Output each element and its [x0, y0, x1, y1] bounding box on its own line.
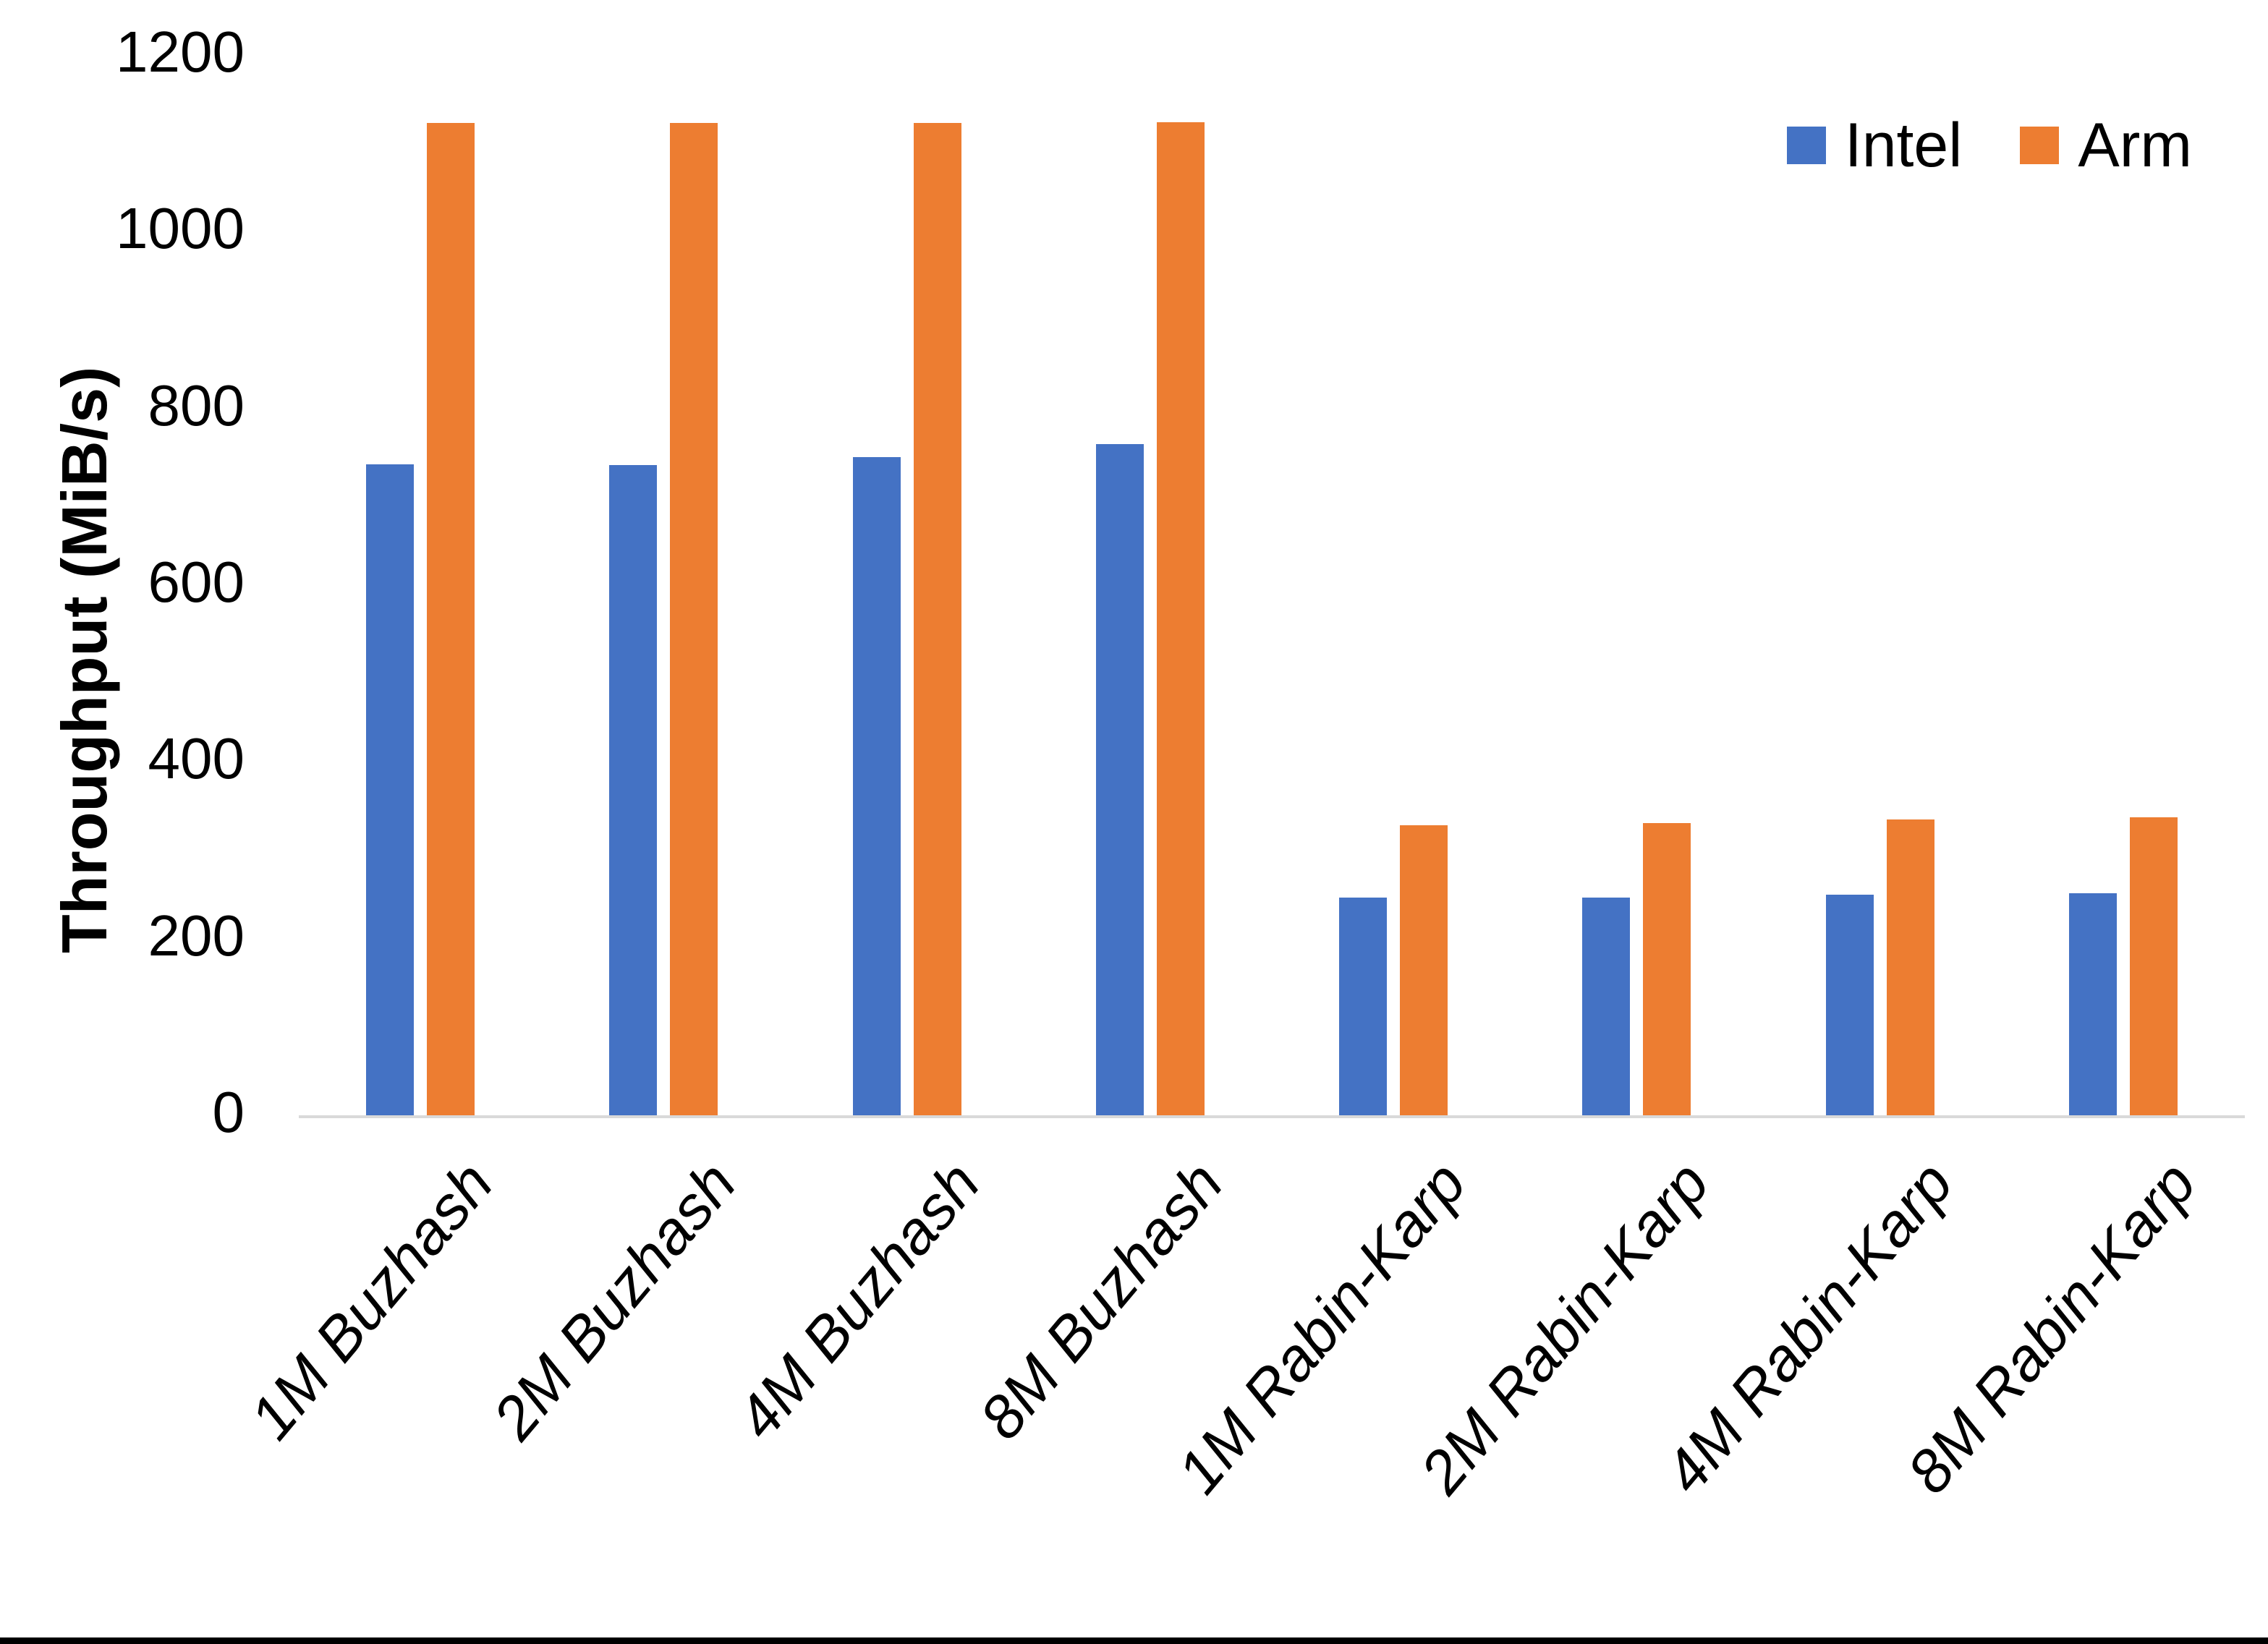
- legend-swatch-intel: [1786, 127, 1826, 164]
- x-category-label-1m-buzhash: 1M Buzhash: [237, 1149, 506, 1452]
- bar-group-1m-rabin-karp: [1272, 55, 1515, 1115]
- x-category-label-4m-buzhash: 4M Buzhash: [723, 1149, 993, 1452]
- y-tick-label-1200: 1200: [116, 20, 245, 84]
- bar-intel-2m-rabin-karp: [1582, 898, 1631, 1115]
- bottom-border: [0, 1637, 2268, 1644]
- bar-arm-1m-rabin-karp: [1400, 825, 1448, 1115]
- bar-arm-2m-rabin-karp: [1643, 822, 1691, 1115]
- x-category-label-8m-rabin-karp: 8M Rabin-Karp: [1893, 1149, 2209, 1506]
- legend-item-intel: Intel: [1786, 111, 1963, 180]
- bar-intel-1m-rabin-karp: [1339, 898, 1388, 1115]
- x-category-label-1m-rabin-karp: 1M Rabin-Karp: [1164, 1149, 1479, 1506]
- bar-group-8m-buzhash: [1029, 55, 1272, 1115]
- y-tick-label-800: 800: [148, 372, 245, 438]
- x-category-label-2m-rabin-karp: 2M Rabin-Karp: [1407, 1149, 1723, 1506]
- bar-intel-2m-buzhash: [609, 464, 658, 1115]
- bar-arm-8m-buzhash: [1156, 122, 1205, 1115]
- bar-group-2m-rabin-karp: [1515, 55, 1758, 1115]
- bar-group-8m-rabin-karp: [2002, 55, 2245, 1115]
- y-tick-label-400: 400: [148, 726, 245, 791]
- x-category-label-4m-rabin-karp: 4M Rabin-Karp: [1650, 1149, 1966, 1506]
- bar-intel-4m-buzhash: [852, 456, 901, 1115]
- x-category-label-2m-buzhash: 2M Buzhash: [480, 1149, 749, 1452]
- x-category-label-8m-buzhash: 8M Buzhash: [966, 1149, 1236, 1452]
- bar-arm-4m-buzhash: [913, 123, 961, 1115]
- y-tick-label-1000: 1000: [116, 196, 245, 261]
- y-tick-label-600: 600: [148, 550, 245, 614]
- bar-arm-2m-buzhash: [670, 123, 718, 1115]
- plot-area: [299, 55, 2245, 1118]
- bar-arm-4m-rabin-karp: [1886, 819, 1934, 1115]
- bar-arm-8m-rabin-karp: [2129, 817, 2178, 1115]
- y-tick-label-200: 200: [148, 903, 245, 968]
- y-axis-tick-labels: 0 200 400 600 800 1000 1200: [0, 0, 245, 1644]
- legend: Intel Arm: [1786, 111, 2192, 180]
- bar-intel-8m-buzhash: [1095, 443, 1144, 1115]
- bar-groups: [299, 55, 2245, 1115]
- y-tick-label-0: 0: [212, 1080, 245, 1144]
- bar-arm-1m-buzhash: [427, 123, 475, 1115]
- bar-group-2m-buzhash: [542, 55, 785, 1115]
- bar-intel-1m-buzhash: [366, 464, 415, 1115]
- legend-swatch-arm: [2020, 127, 2060, 164]
- legend-label-arm: Arm: [2078, 111, 2192, 180]
- bar-group-4m-rabin-karp: [1759, 55, 2002, 1115]
- legend-item-arm: Arm: [2020, 114, 2192, 176]
- bar-group-1m-buzhash: [299, 55, 542, 1115]
- bar-intel-8m-rabin-karp: [2068, 893, 2117, 1115]
- bar-intel-4m-rabin-karp: [1825, 894, 1874, 1115]
- bar-group-4m-buzhash: [786, 55, 1029, 1115]
- legend-label-intel: Intel: [1844, 111, 1963, 180]
